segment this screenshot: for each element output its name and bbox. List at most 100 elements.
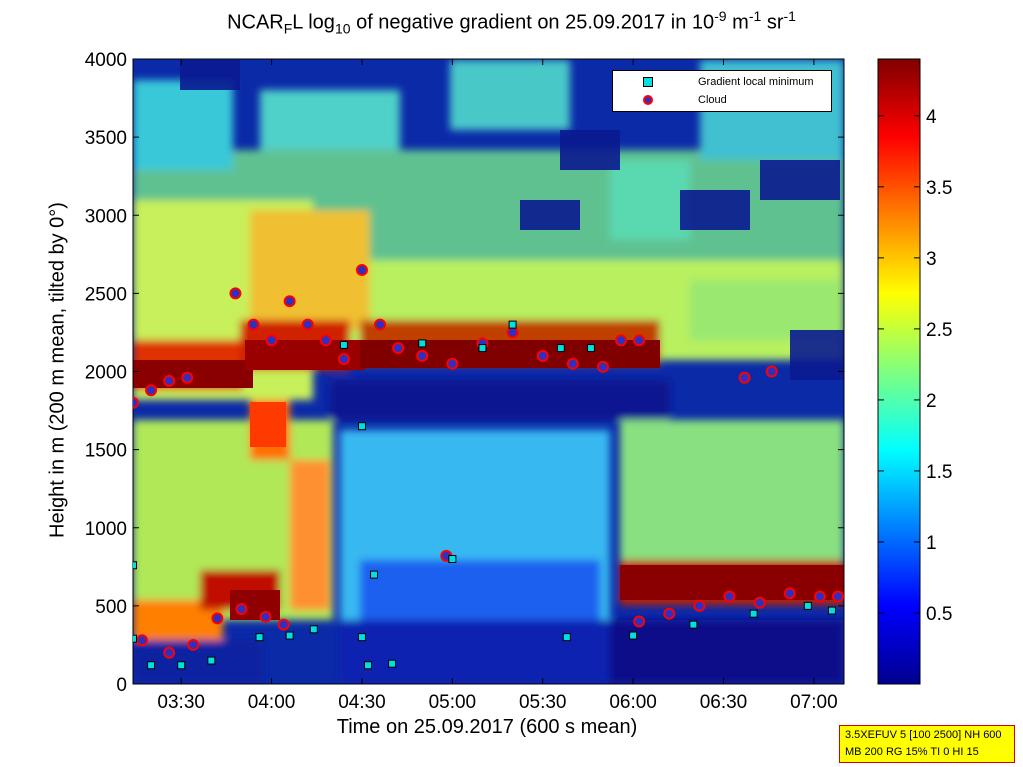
gradient-minimum-marker-series bbox=[133, 320, 836, 670]
cloud-marker bbox=[392, 342, 405, 355]
gradient-minimum-marker bbox=[827, 606, 836, 615]
cloud-marker bbox=[596, 360, 609, 373]
gradient-minimum-marker bbox=[357, 633, 366, 642]
gradient-minimum-marker bbox=[803, 601, 812, 610]
cloud-marker bbox=[283, 295, 296, 308]
cloud-marker bbox=[813, 590, 826, 603]
gradient-minimum-marker bbox=[562, 633, 571, 642]
gradient-minimum-marker bbox=[629, 631, 638, 640]
circle-marker-icon bbox=[643, 95, 653, 105]
colorbar bbox=[878, 59, 920, 684]
gradient-minimum-marker bbox=[370, 570, 379, 579]
gradient-minimum-marker bbox=[207, 656, 216, 665]
x-axis-label: Time on 25.09.2017 (600 s mean) bbox=[336, 716, 638, 738]
cloud-marker bbox=[211, 612, 224, 625]
heatmap-field bbox=[133, 59, 844, 684]
x-tick-label: 05:00 bbox=[429, 692, 477, 713]
y-tick-label: 0 bbox=[116, 675, 127, 696]
cloud-marker bbox=[506, 326, 519, 339]
colorbar-frame bbox=[877, 58, 921, 685]
cloud-marker bbox=[181, 371, 194, 384]
cloud-marker bbox=[765, 365, 778, 378]
x-tick-label: 05:30 bbox=[519, 692, 567, 713]
gradient-minimum-marker bbox=[418, 339, 427, 348]
cloud-marker bbox=[374, 318, 387, 331]
cloud-marker bbox=[723, 590, 736, 603]
cloud-marker bbox=[663, 607, 676, 620]
gradient-minimum-marker bbox=[309, 625, 318, 634]
gradient-minimum-marker bbox=[749, 609, 758, 618]
gradient-minimum-marker bbox=[363, 661, 372, 670]
cloud-marker bbox=[235, 603, 248, 615]
cloud-marker bbox=[136, 634, 149, 647]
gradient-minimum-marker bbox=[133, 561, 137, 570]
cloud-marker bbox=[301, 318, 314, 331]
y-tick-label: 1500 bbox=[85, 441, 127, 462]
y-tick-label: 1000 bbox=[85, 519, 127, 540]
cloud-marker bbox=[319, 334, 332, 347]
legend-label: Gradient local minimum bbox=[698, 76, 814, 88]
cloud-marker bbox=[416, 349, 429, 362]
colorbar-tick-label: 3.5 bbox=[926, 178, 952, 199]
gradient-minimum-marker bbox=[147, 661, 156, 670]
cloud-marker bbox=[355, 263, 368, 276]
gradient-minimum-marker bbox=[255, 633, 264, 642]
gradient-minimum-marker bbox=[388, 659, 397, 668]
cloud-marker bbox=[259, 610, 272, 623]
cloud-marker bbox=[566, 357, 579, 370]
cloud-marker bbox=[229, 287, 242, 300]
x-tick-label: 06:30 bbox=[700, 692, 748, 713]
info-line-1: 3.5XEFUV 5 [100 2500] NH 600 bbox=[845, 729, 1002, 741]
cloud-marker bbox=[693, 599, 706, 612]
square-marker-icon bbox=[643, 77, 653, 87]
colorbar-tick-label: 1 bbox=[926, 533, 937, 554]
x-tick-label: 04:00 bbox=[248, 692, 296, 713]
colorbar-tick-label: 0.5 bbox=[926, 604, 952, 625]
x-tick-label: 07:00 bbox=[790, 692, 838, 713]
cloud-marker bbox=[145, 384, 158, 397]
colorbar-axis: 0.5 1 1.5 2 2.5 3 3.5 4 bbox=[878, 107, 952, 625]
gradient-minimum-marker bbox=[133, 634, 137, 643]
y-tick-label: 3000 bbox=[85, 206, 127, 227]
gradient-minimum-marker bbox=[177, 661, 186, 670]
cloud-marker-series bbox=[133, 263, 844, 659]
gradient-minimum-marker bbox=[448, 555, 457, 563]
gradient-minimum-marker bbox=[586, 344, 595, 353]
legend-item-minimum: Gradient local minimum bbox=[613, 74, 833, 92]
cloud-marker bbox=[187, 638, 200, 651]
cloud-marker bbox=[753, 596, 766, 609]
cloud-marker bbox=[337, 353, 350, 365]
cloud-marker bbox=[633, 615, 646, 628]
y-tick-label: 4000 bbox=[85, 50, 127, 71]
gradient-minimum-marker bbox=[556, 344, 565, 353]
cloud-marker bbox=[783, 587, 796, 600]
legend-item-cloud: Cloud bbox=[613, 92, 833, 110]
y-tick-label: 2500 bbox=[85, 284, 127, 305]
legend: Gradient local minimum Cloud bbox=[612, 70, 832, 112]
y-tick-label: 3500 bbox=[85, 128, 127, 149]
gradient-minimum-marker bbox=[689, 620, 698, 629]
x-tick-label: 04:30 bbox=[338, 692, 386, 713]
colorbar-tick-label: 3 bbox=[926, 249, 937, 270]
x-axis: 03:30 04:00 04:30 05:00 05:30 06:00 06:30 07:00 bbox=[157, 59, 838, 713]
gradient-minimum-marker bbox=[339, 340, 348, 349]
cloud-marker bbox=[133, 396, 139, 409]
chart-title: NCARFL log10 of negative gradient on 25.… bbox=[227, 8, 796, 37]
x-tick-label: 03:30 bbox=[157, 692, 205, 713]
colorbar-tick-label: 2 bbox=[926, 391, 937, 412]
gradient-minimum-marker bbox=[285, 631, 294, 640]
y-tick-label: 2000 bbox=[85, 363, 127, 384]
cloud-marker bbox=[536, 349, 549, 362]
gradient-minimum-marker bbox=[357, 422, 366, 431]
cloud-marker bbox=[738, 371, 751, 384]
legend-label: Cloud bbox=[698, 94, 727, 106]
cloud-marker bbox=[831, 590, 844, 603]
colorbar-tick-label: 2.5 bbox=[926, 320, 952, 341]
gradient-minimum-marker bbox=[508, 320, 517, 329]
cloud-marker bbox=[446, 357, 459, 370]
cloud-marker bbox=[265, 334, 278, 347]
gradient-minimum-marker bbox=[478, 344, 487, 353]
y-tick-label: 500 bbox=[95, 597, 127, 618]
cloud-marker bbox=[615, 334, 628, 347]
